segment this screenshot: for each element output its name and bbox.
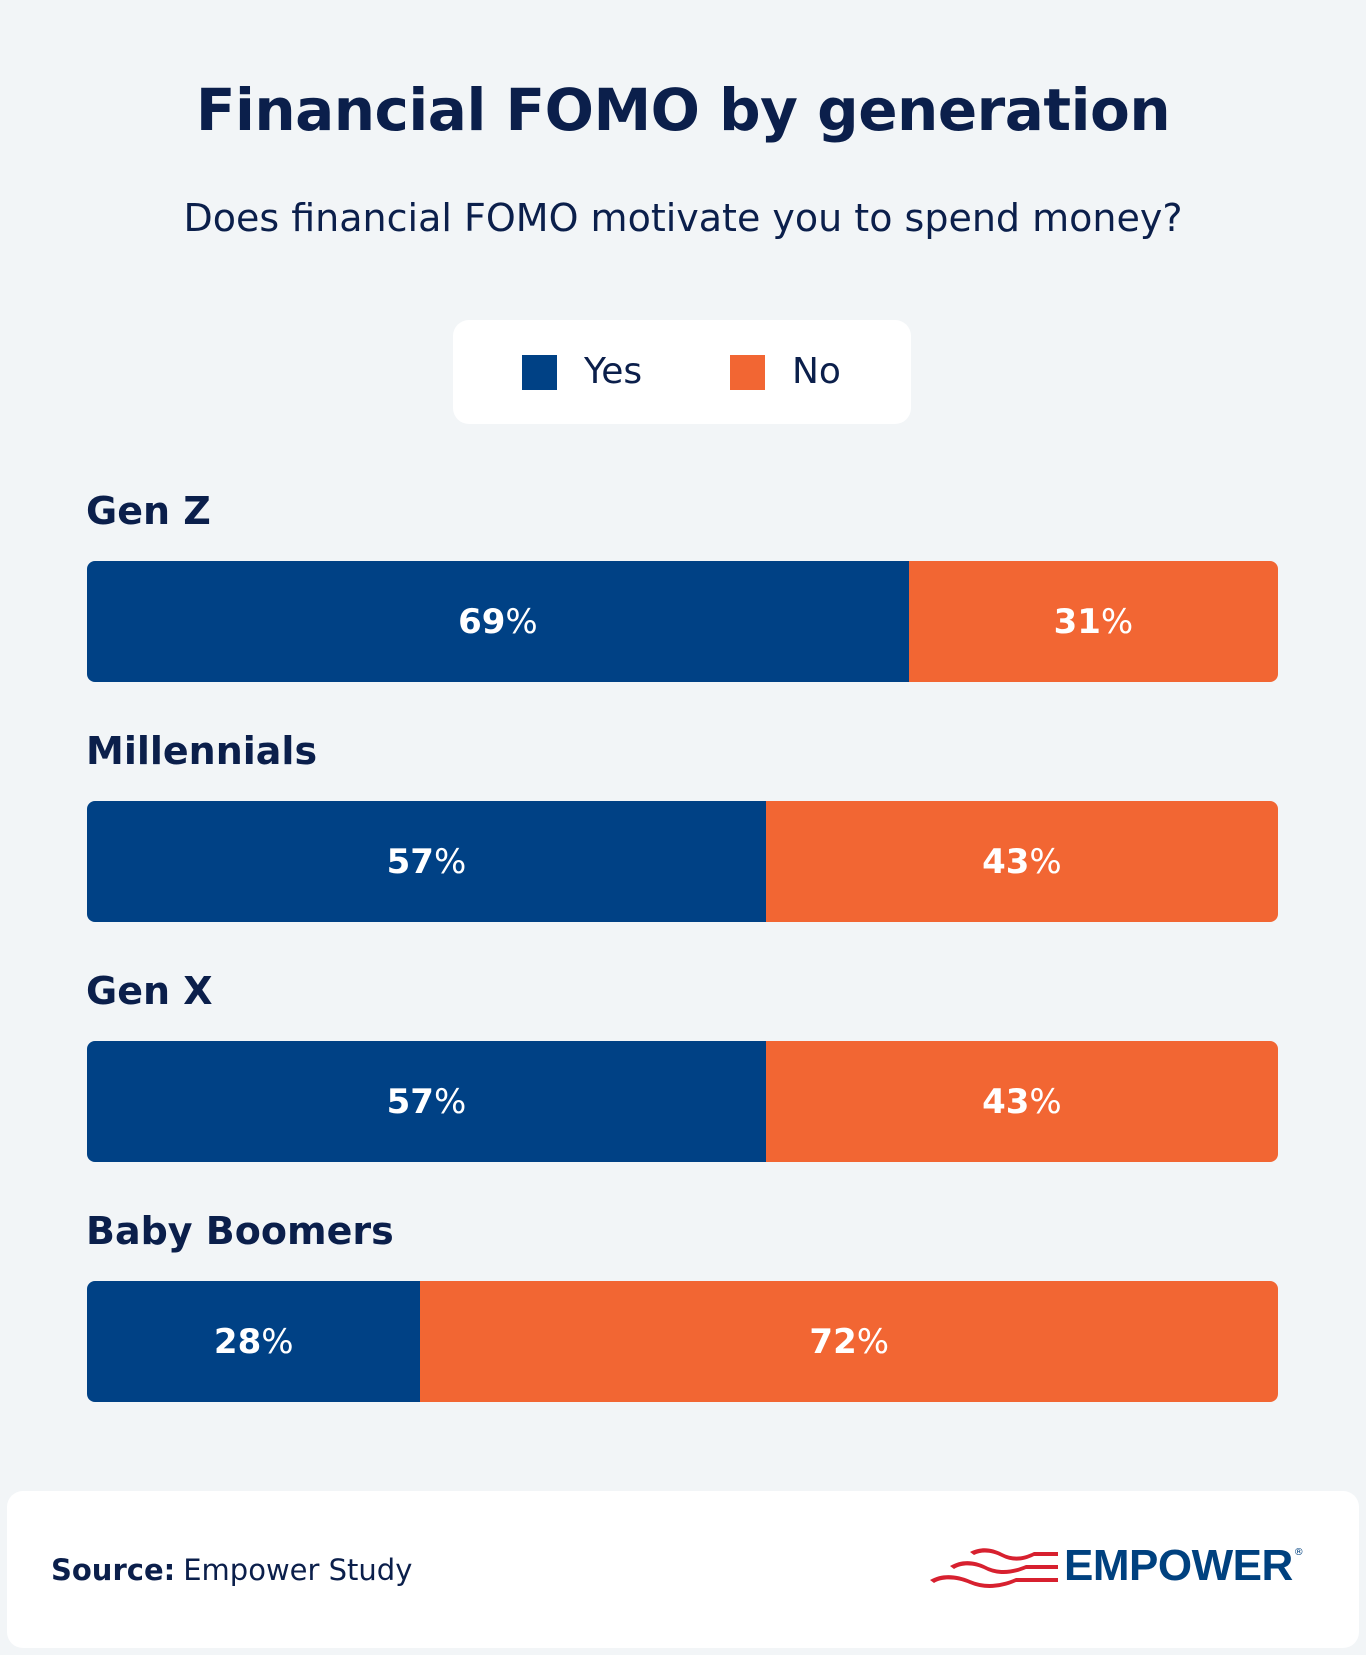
legend-label-yes: Yes xyxy=(584,351,643,392)
group-label-baby-boomers: Baby Boomers xyxy=(86,1209,394,1253)
bar-segment-yes: 69% xyxy=(87,561,909,682)
legend-label-no: No xyxy=(792,351,841,392)
registered-mark: ® xyxy=(1293,1547,1304,1558)
value-number: 43 xyxy=(982,841,1030,882)
source-value: Empower Study xyxy=(183,1552,413,1587)
value-percent-sign: % xyxy=(1029,841,1062,882)
source-label: Source: xyxy=(51,1552,176,1587)
bar-segment-yes: 57% xyxy=(87,1041,766,1162)
bar-segment-yes: 57% xyxy=(87,801,766,922)
value-percent-sign: % xyxy=(261,1321,294,1362)
empower-wordmark: EMPOWER xyxy=(1064,1541,1293,1590)
value-percent-sign: % xyxy=(505,601,538,642)
value-number: 69 xyxy=(458,601,506,642)
group-label-millennials: Millennials xyxy=(86,729,318,773)
value-number: 31 xyxy=(1053,601,1101,642)
value-percent-sign: % xyxy=(433,841,467,882)
legend-item-yes: Yes xyxy=(522,320,642,424)
bar-millennials: 57% 43% xyxy=(87,801,1278,922)
bar-segment-no: 72% xyxy=(420,1281,1278,1402)
value-number: 28 xyxy=(213,1321,262,1362)
legend: Yes No xyxy=(453,320,911,424)
bar-segment-no: 31% xyxy=(908,561,1278,682)
legend-swatch-yes-icon xyxy=(522,354,557,390)
empower-waves-icon xyxy=(930,1548,1058,1588)
value-number: 57 xyxy=(386,841,434,882)
group-label-gen-z: Gen Z xyxy=(86,489,211,533)
value-number: 72 xyxy=(809,1321,857,1362)
legend-item-no: No xyxy=(730,320,841,424)
chart-title: Financial FOMO by generation xyxy=(195,76,1171,144)
bar-segment-no: 43% xyxy=(765,801,1278,922)
bar-baby-boomers: 28% 72% xyxy=(87,1281,1278,1402)
bar-segment-yes: 28% xyxy=(87,1281,421,1402)
value-percent-sign: % xyxy=(856,1321,890,1362)
empower-logo: EMPOWER ® xyxy=(930,1541,1304,1591)
value-number: 57 xyxy=(386,1081,434,1122)
value-percent-sign: % xyxy=(1029,1081,1062,1122)
value-percent-sign: % xyxy=(433,1081,467,1122)
value-percent-sign: % xyxy=(1100,601,1134,642)
source-citation: Source: Empower Study xyxy=(51,1491,412,1648)
bar-segment-no: 43% xyxy=(765,1041,1278,1162)
chart-subtitle: Does financial FOMO motivate you to spen… xyxy=(183,196,1183,240)
bar-gen-z: 69% 31% xyxy=(87,561,1278,682)
bar-gen-x: 57% 43% xyxy=(87,1041,1278,1162)
legend-swatch-no-icon xyxy=(730,354,765,390)
footer-card: Source: Empower Study EMPOWER ® xyxy=(7,1491,1359,1648)
group-label-gen-x: Gen X xyxy=(86,969,213,1013)
value-number: 43 xyxy=(982,1081,1030,1122)
